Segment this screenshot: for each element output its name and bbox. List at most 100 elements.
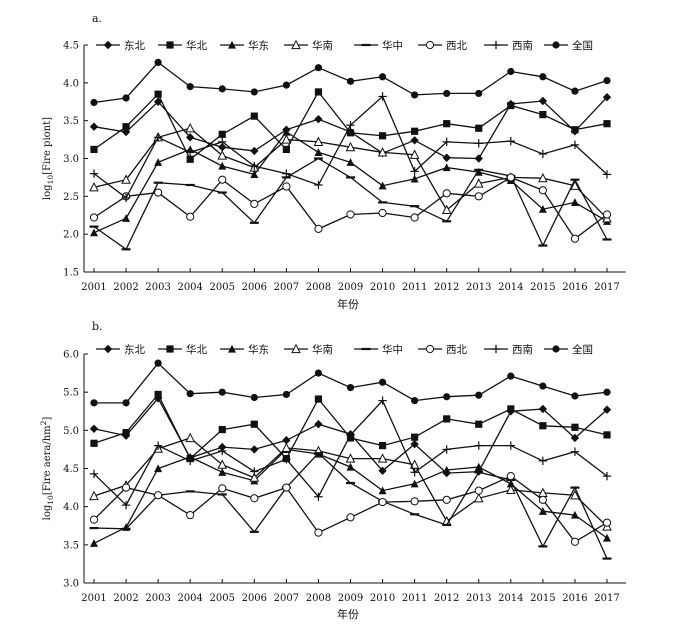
data-point — [186, 155, 194, 163]
legend-label: 华北 — [186, 343, 207, 356]
series-西北 — [89, 173, 612, 243]
legend-item: 西北 — [418, 40, 467, 52]
data-point — [411, 433, 419, 441]
series-华中 — [89, 157, 612, 251]
data-point — [122, 94, 130, 102]
x-tick-label: 2002 — [113, 282, 138, 293]
series-line — [93, 176, 608, 240]
x-tick-label: 2001 — [81, 282, 106, 293]
data-point — [186, 83, 194, 91]
data-point — [250, 170, 259, 178]
legend: 东北 华北 华东 华南 华中 西北 西南 全国 — [96, 343, 593, 356]
data-point — [314, 88, 323, 96]
data-point — [250, 199, 259, 208]
data-point — [90, 228, 98, 237]
legend-label: 华南 — [312, 39, 333, 52]
legend-marker — [552, 41, 560, 49]
data-point — [378, 92, 387, 101]
data-point — [507, 372, 515, 380]
data-point — [185, 133, 195, 142]
legend-label: 西南 — [512, 39, 533, 52]
legend-item: 西北 — [418, 344, 467, 356]
data-point — [282, 390, 290, 399]
series-华南 — [89, 122, 612, 223]
legend-item: 华东 — [220, 343, 269, 356]
data-point — [281, 442, 292, 452]
y-tick-label: 4.5 — [63, 464, 79, 475]
series-华北 — [90, 390, 611, 463]
data-point — [346, 158, 355, 166]
data-point — [314, 114, 323, 124]
data-point — [538, 456, 548, 466]
data-point — [314, 148, 323, 157]
data-point — [345, 141, 356, 152]
y-tick-label: 6.0 — [63, 350, 79, 361]
x-tick-label: 2001 — [81, 593, 106, 604]
y-tick-label: 2.0 — [63, 230, 79, 241]
x-tick-label: 2015 — [530, 593, 555, 604]
data-point — [378, 497, 387, 507]
data-point — [570, 537, 580, 546]
data-point — [186, 212, 195, 221]
data-point — [153, 133, 163, 142]
y-tick-label: 4.5 — [63, 41, 79, 52]
data-point — [570, 510, 579, 519]
x-tick-label: 2017 — [594, 593, 619, 604]
series-华北 — [90, 88, 611, 163]
data-point — [378, 396, 387, 405]
data-point — [378, 132, 387, 140]
y-tick-label: 2.5 — [63, 192, 79, 203]
data-point — [538, 495, 547, 504]
data-point — [475, 391, 483, 399]
legend-label: 西南 — [512, 343, 533, 356]
series-西南 — [89, 396, 612, 510]
x-tick-label: 2007 — [274, 593, 299, 604]
data-point — [602, 518, 612, 527]
data-point — [121, 483, 131, 492]
legend-marker — [228, 40, 236, 49]
data-point — [602, 405, 612, 414]
legend-item: 华南 — [284, 343, 333, 356]
legend-label: 华南 — [312, 343, 333, 356]
series-西北 — [89, 472, 612, 546]
data-point — [250, 494, 259, 503]
data-point — [314, 180, 323, 190]
data-point — [602, 210, 612, 219]
y-tick-label: 3.0 — [63, 579, 79, 590]
data-point — [346, 121, 355, 130]
data-point — [410, 479, 419, 488]
data-point — [282, 436, 291, 445]
data-point — [410, 497, 419, 506]
data-point — [602, 471, 612, 481]
data-point — [539, 111, 547, 119]
data-point — [90, 539, 98, 547]
y-axis-label: log10[Fire piont] — [42, 117, 55, 200]
legend-label: 华北 — [186, 39, 207, 52]
data-point — [314, 64, 323, 72]
data-point — [442, 495, 451, 504]
data-point — [411, 127, 419, 135]
data-point — [603, 388, 611, 396]
series-line — [94, 362, 608, 404]
data-point — [411, 91, 419, 99]
data-point — [442, 163, 451, 172]
data-point — [218, 161, 227, 170]
y-tick-label: 4.0 — [63, 502, 79, 513]
data-point — [281, 134, 292, 144]
data-point — [282, 169, 291, 178]
x-tick-label: 2006 — [242, 593, 267, 604]
data-point — [538, 507, 547, 515]
x-tick-label: 2004 — [177, 593, 202, 604]
data-point — [442, 465, 451, 474]
data-point — [250, 146, 259, 156]
legend-item: 西南 — [484, 343, 533, 356]
data-point — [506, 472, 515, 481]
legend-label: 西北 — [446, 344, 467, 356]
legend-label: 东北 — [124, 39, 145, 52]
legend-label: 华中 — [382, 343, 403, 356]
data-point — [539, 73, 547, 81]
data-point — [282, 81, 290, 89]
data-point — [90, 98, 98, 107]
data-point — [538, 96, 548, 106]
legend-marker — [103, 344, 113, 354]
